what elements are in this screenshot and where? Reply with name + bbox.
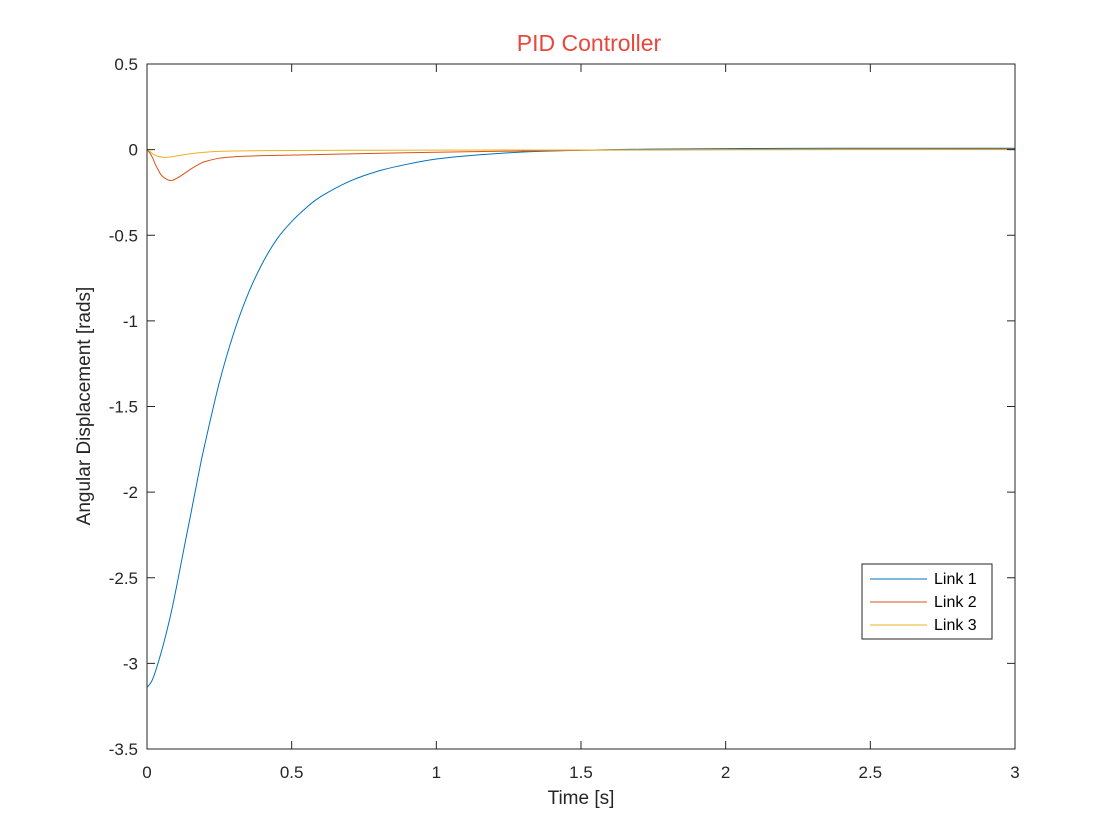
x-tick-label: 2.5 [859,763,883,782]
y-tick-label: -1 [123,312,138,331]
y-tick-label: -2 [123,483,138,502]
series-layer [146,147,1016,688]
legend-label-link-1: Link 1 [934,571,977,588]
series-line-link-3 [146,149,1016,158]
series-line-link-1 [146,147,1015,688]
chart-title: PID Controller [517,30,662,56]
x-tick-label: 0 [142,763,151,782]
y-tick-label: -3 [123,654,138,673]
y-tick-label: -0.5 [109,226,138,245]
x-tick-label: 2 [721,763,730,782]
x-tick-label: 0.5 [280,763,304,782]
y-tick-label: 0.5 [114,55,138,74]
x-axis-label: Time [s] [548,788,615,809]
legend-label-link-3: Link 3 [934,617,977,634]
x-tick-label: 3 [1010,763,1019,782]
y-tick-label: 0 [129,141,138,160]
x-tick-label: 1 [432,763,441,782]
x-tick-label: 1.5 [569,763,593,782]
y-tick-label: -1.5 [109,398,138,417]
y-tick-label: -3.5 [109,740,138,759]
axes-box [146,63,1016,750]
legend-label-link-2: Link 2 [934,594,977,611]
legend: Link 1 Link 2 Link 3 [861,563,993,640]
plot-area [147,64,1015,749]
tick-layer: 0 0.5 1 1.5 2 2.5 3 0.5 0 -0.5 -1 -1.5 -2 -2.5 -3 -3.5 [109,55,1020,782]
y-tick-label: -2.5 [109,569,138,588]
y-axis-label: Angular Displacement [rads] [74,287,95,526]
